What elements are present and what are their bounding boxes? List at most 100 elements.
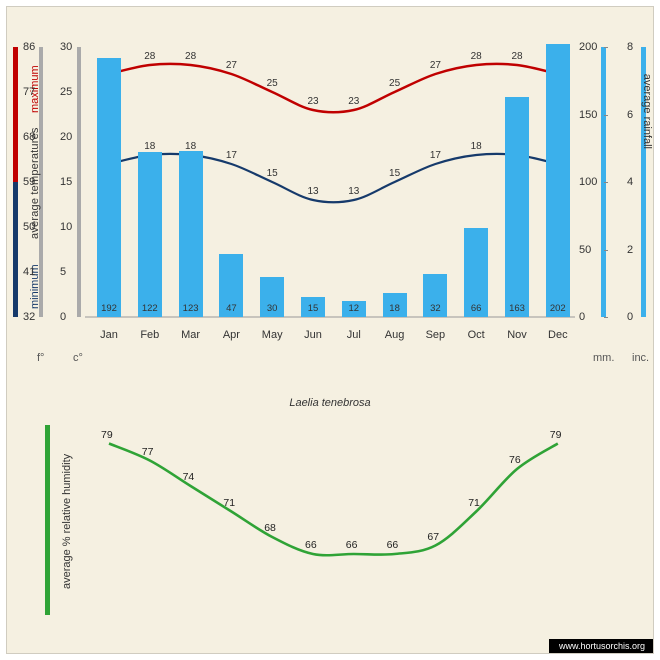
humidity-value: 66 [305, 539, 317, 551]
min-temp-value: 13 [348, 186, 360, 197]
axis-strip-max [13, 47, 18, 182]
month-label: Mar [171, 329, 211, 341]
rainfall-value: 18 [389, 303, 400, 314]
humidity-value: 76 [509, 454, 521, 466]
month-label: Aug [375, 329, 415, 341]
humidity-value: 68 [264, 522, 276, 534]
tick-in: 8 [627, 41, 633, 53]
axis-strip-humidity [45, 425, 50, 615]
rainfall-bar: 18 [383, 293, 407, 317]
month-label: Jan [89, 329, 129, 341]
rainfall-bar: 15 [301, 297, 325, 317]
min-temp-value: 15 [267, 168, 279, 179]
max-temp-value: 27 [226, 60, 238, 71]
humidity-value: 79 [101, 429, 113, 441]
month-label: May [252, 329, 292, 341]
tick-mm: 0 [579, 311, 585, 323]
month-label: Apr [211, 329, 251, 341]
tick-in: 0 [627, 311, 633, 323]
climate-chart: 272828272523232527282827 171818171513131… [85, 47, 575, 317]
min-temp-line [109, 154, 558, 202]
tick-f: 86 [23, 41, 35, 53]
species-title: Laelia tenebrosa [7, 397, 653, 409]
rainfall-bar: 47 [219, 254, 243, 317]
min-temp-value: 15 [389, 168, 401, 179]
vlabel-avg-rain: average rainfall [641, 74, 653, 149]
month-label: Jul [334, 329, 374, 341]
rainfall-value: 123 [183, 303, 199, 314]
rainfall-bar: 12 [342, 301, 366, 317]
rainfall-value: 202 [550, 303, 566, 314]
tick-f: 59 [23, 176, 35, 188]
max-temp-value: 25 [267, 78, 279, 89]
rainfall-value: 122 [142, 303, 158, 314]
month-label: Oct [456, 329, 496, 341]
tick-f: 68 [23, 131, 35, 143]
humidity-value: 74 [183, 471, 195, 483]
tick-c: 20 [60, 131, 72, 143]
unit-mm: mm. [593, 352, 614, 364]
month-label: Nov [497, 329, 537, 341]
humidity-value: 79 [550, 429, 562, 441]
rainfall-bar: 32 [423, 274, 447, 317]
rainfall-value: 192 [101, 303, 117, 314]
min-temp-value: 13 [307, 186, 319, 197]
rainfall-value: 15 [308, 303, 319, 314]
min-temp-value: 18 [144, 141, 156, 152]
tick-c: 30 [60, 41, 72, 53]
rainfall-bar: 192 [97, 58, 121, 317]
min-temp-value: 17 [430, 150, 442, 161]
humidity-value: 71 [223, 497, 235, 509]
tick-mm: 200 [579, 41, 597, 53]
tick-in: 4 [627, 176, 633, 188]
month-label: Sep [415, 329, 455, 341]
max-temp-value: 28 [185, 51, 197, 62]
max-temp-value: 28 [144, 51, 156, 62]
tick-c: 25 [60, 86, 72, 98]
min-temp-value: 17 [226, 150, 238, 161]
tick-in: 2 [627, 244, 633, 256]
tick-f: 41 [23, 266, 35, 278]
tick-c: 0 [60, 311, 66, 323]
unit-c: c° [73, 352, 83, 364]
tick-mm: 50 [579, 244, 591, 256]
vlabel-humidity: average % relative humidity [61, 454, 73, 589]
axis-strip-c [77, 47, 81, 317]
humidity-chart-svg [85, 425, 575, 615]
max-temp-value: 28 [511, 51, 523, 62]
humidity-value: 71 [468, 497, 480, 509]
humidity-value: 67 [427, 531, 439, 543]
rainfall-value: 30 [267, 303, 278, 314]
rainfall-bar: 122 [138, 152, 162, 317]
unit-in: inc. [632, 352, 649, 364]
tick-f: 77 [23, 86, 35, 98]
max-temp-value: 23 [348, 96, 360, 107]
humidity-value: 77 [142, 446, 154, 458]
humidity-line [109, 444, 558, 556]
max-temp-value: 25 [389, 78, 401, 89]
max-temp-value: 23 [307, 96, 319, 107]
chart-container: 272828272523232527282827 171818171513131… [6, 6, 654, 654]
rainfall-value: 47 [226, 303, 237, 314]
tick-mm: 100 [579, 176, 597, 188]
min-temp-value: 18 [471, 141, 483, 152]
tick-f: 32 [23, 311, 35, 323]
rainfall-value: 12 [349, 303, 360, 314]
tick-c: 10 [60, 221, 72, 233]
unit-f: f° [37, 352, 44, 364]
rainfall-bar: 202 [546, 44, 570, 317]
humidity-chart: 797774716866666667717679 [85, 425, 575, 615]
credit-badge: www.hortusorchis.org [549, 639, 653, 653]
rainfall-bar: 163 [505, 97, 529, 317]
rainfall-bar: 30 [260, 277, 284, 318]
tick-c: 15 [60, 176, 72, 188]
axis-strip-min [13, 182, 18, 317]
rainfall-bar: 123 [179, 151, 203, 317]
tick-in: 6 [627, 109, 633, 121]
max-temp-line [109, 64, 558, 112]
tick-f: 50 [23, 221, 35, 233]
rainfall-value: 32 [430, 303, 441, 314]
tick-mm: 150 [579, 109, 597, 121]
humidity-value: 66 [387, 539, 399, 551]
max-temp-value: 28 [471, 51, 483, 62]
